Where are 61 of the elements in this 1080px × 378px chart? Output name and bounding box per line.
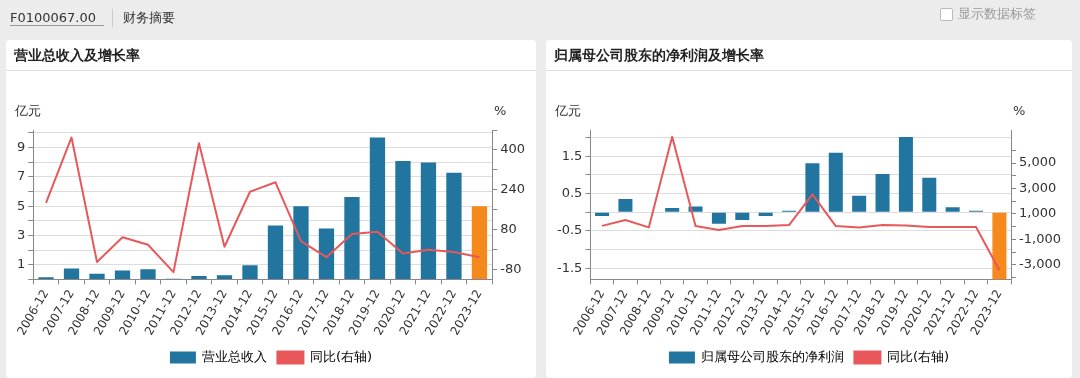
- bar: [665, 208, 680, 212]
- bar: [992, 212, 1007, 280]
- bar: [735, 212, 750, 220]
- y-tick-label: 7: [16, 168, 26, 184]
- bar: [395, 161, 411, 279]
- bar: [898, 137, 913, 212]
- y2-axis-title: %: [494, 102, 507, 118]
- bar: [242, 265, 258, 279]
- bar: [805, 163, 820, 212]
- y2-tick-label: 5,000: [1019, 154, 1057, 170]
- bar: [471, 206, 488, 279]
- y2-axis-title: %: [1012, 102, 1026, 118]
- y2-tick-label: -1,000: [1019, 230, 1062, 246]
- y-tick-label: 3: [16, 226, 26, 242]
- bar: [191, 276, 207, 279]
- legend-label: 同比(右轴): [309, 348, 373, 364]
- text: 财务摘要: [112, 9, 176, 27]
- bar: [267, 225, 284, 279]
- bar: [140, 269, 156, 279]
- bar: [595, 212, 610, 216]
- bar: [318, 228, 335, 279]
- y-axis-title: 亿元: [14, 102, 41, 118]
- bar: [63, 268, 80, 279]
- bar: [114, 270, 131, 279]
- y-axis-title: 亿元: [554, 102, 581, 118]
- bar: [828, 152, 843, 212]
- text: 显示数据标签: [958, 5, 1036, 23]
- y-tick-label: 1: [16, 256, 26, 272]
- legend-label: 同比(右轴): [886, 348, 950, 364]
- bar: [711, 212, 726, 224]
- y2-tick-label: 3,000: [1019, 179, 1057, 195]
- bar: [420, 162, 437, 279]
- y-tick-label: 1.5: [561, 147, 583, 163]
- bar: [618, 199, 633, 212]
- y-tick-label: 0.5: [561, 184, 583, 200]
- bar: [369, 137, 386, 279]
- bar: [945, 207, 960, 212]
- bar: [875, 174, 890, 212]
- y-tick-label: 9: [16, 138, 26, 154]
- bar: [758, 212, 773, 216]
- bar: [852, 195, 867, 212]
- bar: [89, 273, 105, 279]
- y2-tick-label: -80: [500, 260, 522, 276]
- bar: [446, 172, 462, 279]
- bar: [216, 275, 233, 279]
- y-tick-label: -1.5: [556, 259, 583, 275]
- legend-label: 归属母公司股东的净利润: [701, 348, 845, 364]
- y2-tick-label: 1,000: [1019, 205, 1057, 221]
- chart-title: 营业总收入及增长率: [6, 40, 536, 71]
- y2-tick-label: 400: [500, 141, 526, 157]
- bar: [344, 197, 360, 279]
- bar: [922, 177, 937, 212]
- y-tick-label: -0.5: [556, 222, 583, 238]
- y2-tick-label: -3,000: [1019, 256, 1062, 272]
- chart-title: 归属母公司股东的净利润及增长率: [546, 40, 1072, 71]
- y-tick-label: 5: [16, 197, 26, 213]
- legend-label: 营业总收入: [202, 348, 268, 364]
- y2-tick-label: 240: [500, 181, 526, 197]
- text: F0100067.00: [10, 10, 105, 26]
- bar: [293, 206, 309, 279]
- y2-tick-label: 80: [500, 220, 517, 236]
